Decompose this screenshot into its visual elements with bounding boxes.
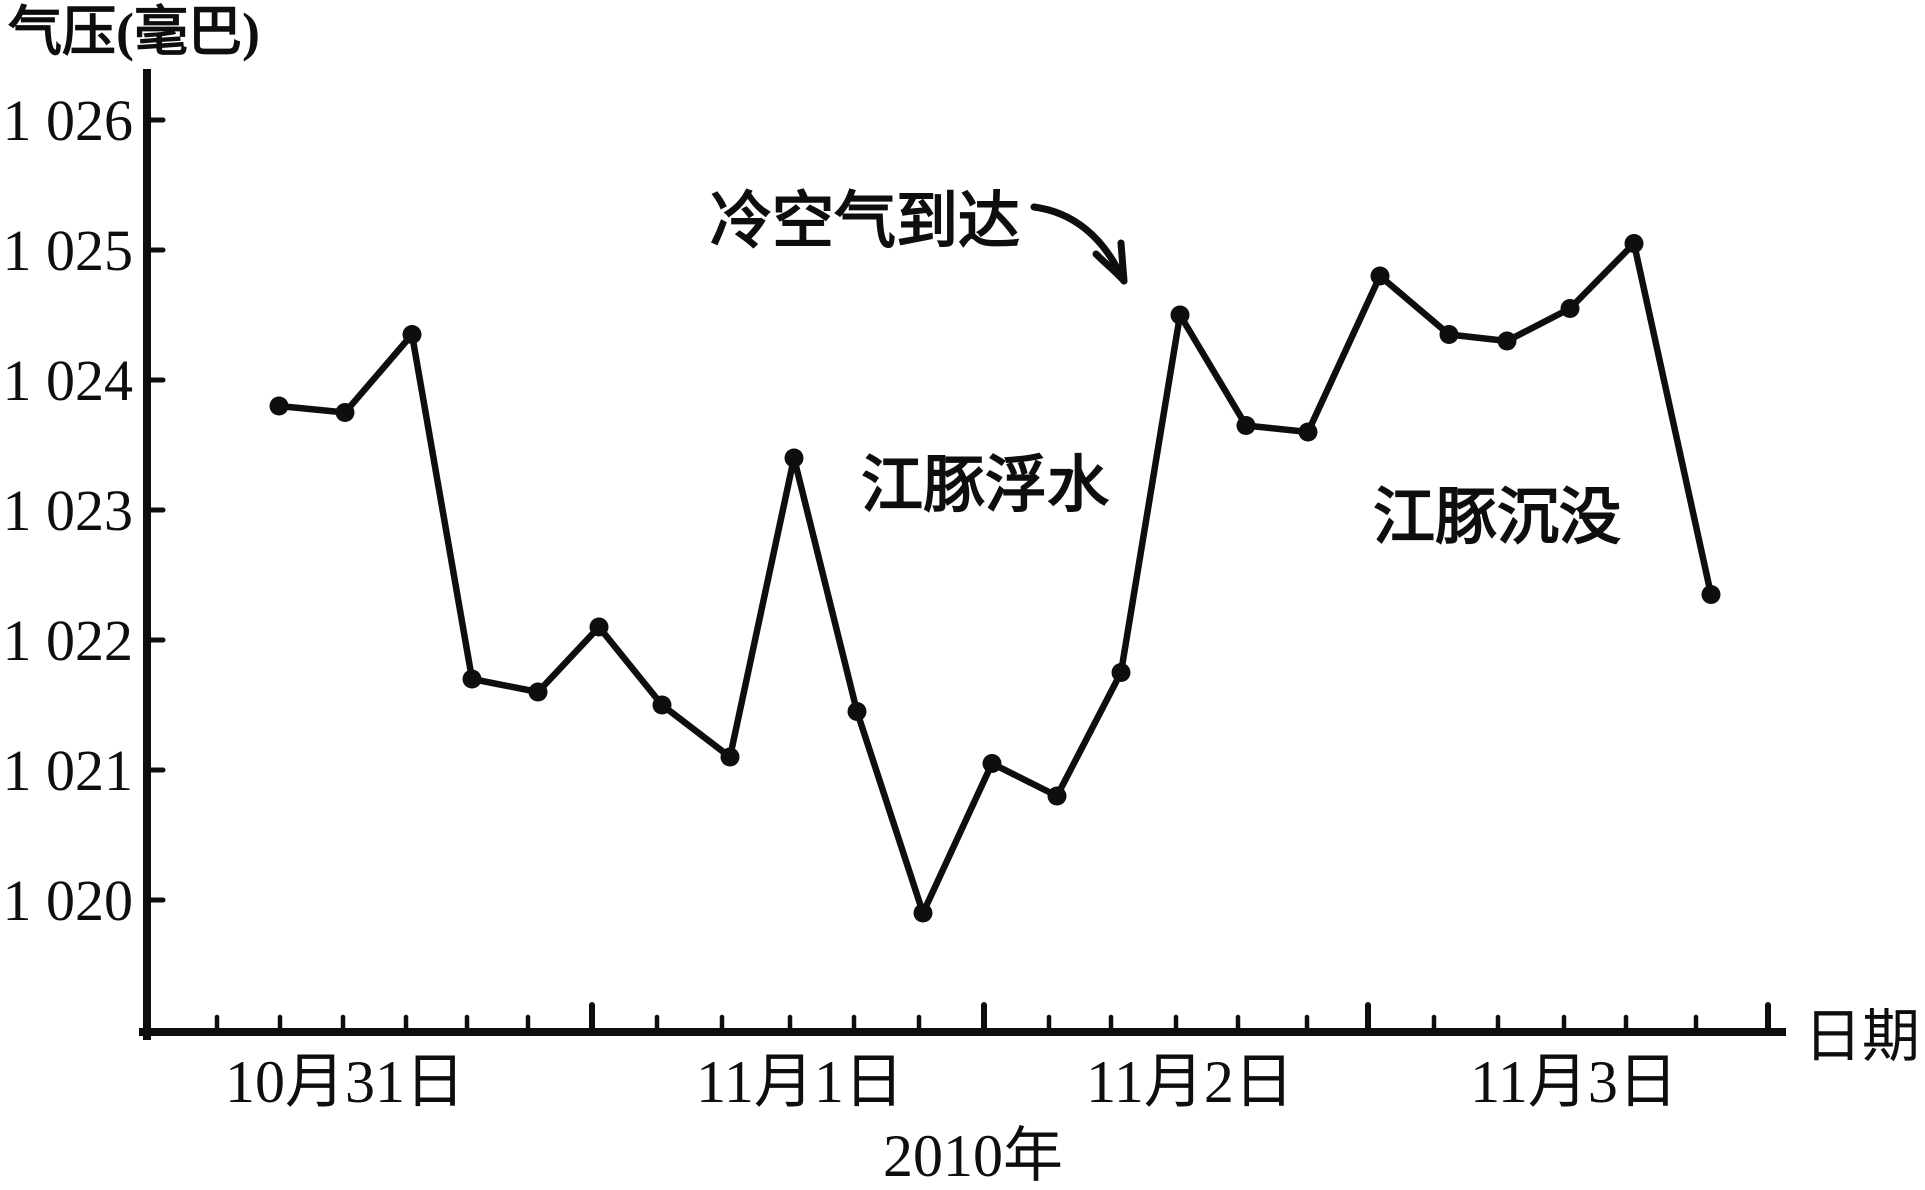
data-point-dot	[1439, 325, 1459, 344]
y-tick-label: 1 021	[3, 738, 134, 803]
year-label: 2010年	[883, 1123, 1063, 1189]
y-tick-label: 1 026	[3, 88, 134, 153]
porpoise-surface-annotation: 江豚浮水	[861, 451, 1110, 520]
data-point-dot	[1047, 786, 1067, 806]
x-axis-ticks	[214, 1002, 1771, 1035]
y-tick-label: 1 022	[3, 608, 134, 673]
data-point-dot	[1624, 234, 1644, 253]
data-point-dot	[402, 325, 422, 344]
cold-air-annotation: 冷空气到达	[710, 187, 1020, 256]
y-axis-ticks	[144, 117, 166, 903]
data-point-dot	[652, 695, 672, 715]
data-point-dot	[1497, 331, 1517, 351]
data-point-dot	[847, 702, 867, 721]
porpoise-sink-annotation: 江豚沉没	[1373, 484, 1621, 552]
data-point-dot	[269, 396, 289, 416]
data-point-dot	[1560, 299, 1580, 318]
data-point-dot	[1701, 585, 1721, 604]
data-point-dot	[528, 682, 548, 702]
data-point-dot	[462, 669, 482, 689]
date-label: 11月2日	[1086, 1049, 1294, 1115]
y-axis-title: 气压(毫巴)	[8, 2, 260, 62]
y-tick-label: 1 020	[3, 868, 134, 933]
data-point-dot	[589, 617, 609, 637]
y-tick-label: 1 025	[3, 218, 134, 283]
date-label: 11月1日	[696, 1049, 904, 1115]
data-point-dot	[784, 448, 804, 468]
date-label: 10月31日	[225, 1049, 465, 1115]
y-axis-tick-labels: 1 026 1 025 1 024 1 023 1 022 1 021 1 020	[3, 88, 134, 933]
pressure-data-points	[269, 234, 1721, 923]
x-axis: 10月31日 11月1日 11月2日 11月3日	[139, 1002, 1786, 1115]
data-point-dot	[1236, 416, 1256, 435]
cold-air-arrow-icon	[1030, 203, 1128, 285]
y-tick-label: 1 023	[3, 478, 134, 543]
x-axis-date-labels: 10月31日 11月1日 11月2日 11月3日	[225, 1049, 1678, 1115]
data-point-dot	[982, 754, 1002, 773]
data-point-dot	[1111, 663, 1131, 682]
y-tick-label: 1 024	[3, 348, 134, 413]
data-point-dot	[720, 747, 740, 767]
data-point-dot	[1298, 422, 1318, 442]
y-axis: 1 026 1 025 1 024 1 023 1 022 1 021 1 020	[3, 69, 166, 1040]
x-axis-title: 日期	[1804, 1004, 1920, 1069]
pressure-series	[269, 234, 1721, 923]
arrow-shaft	[1030, 203, 1126, 282]
data-point-dot	[913, 903, 933, 923]
data-point-dot	[1370, 266, 1390, 286]
data-point-dot	[335, 403, 355, 422]
data-point-dot	[1170, 305, 1190, 325]
date-label: 11月3日	[1470, 1049, 1678, 1115]
arrow-barb-right	[1117, 239, 1128, 285]
pressure-line	[275, 240, 1715, 917]
